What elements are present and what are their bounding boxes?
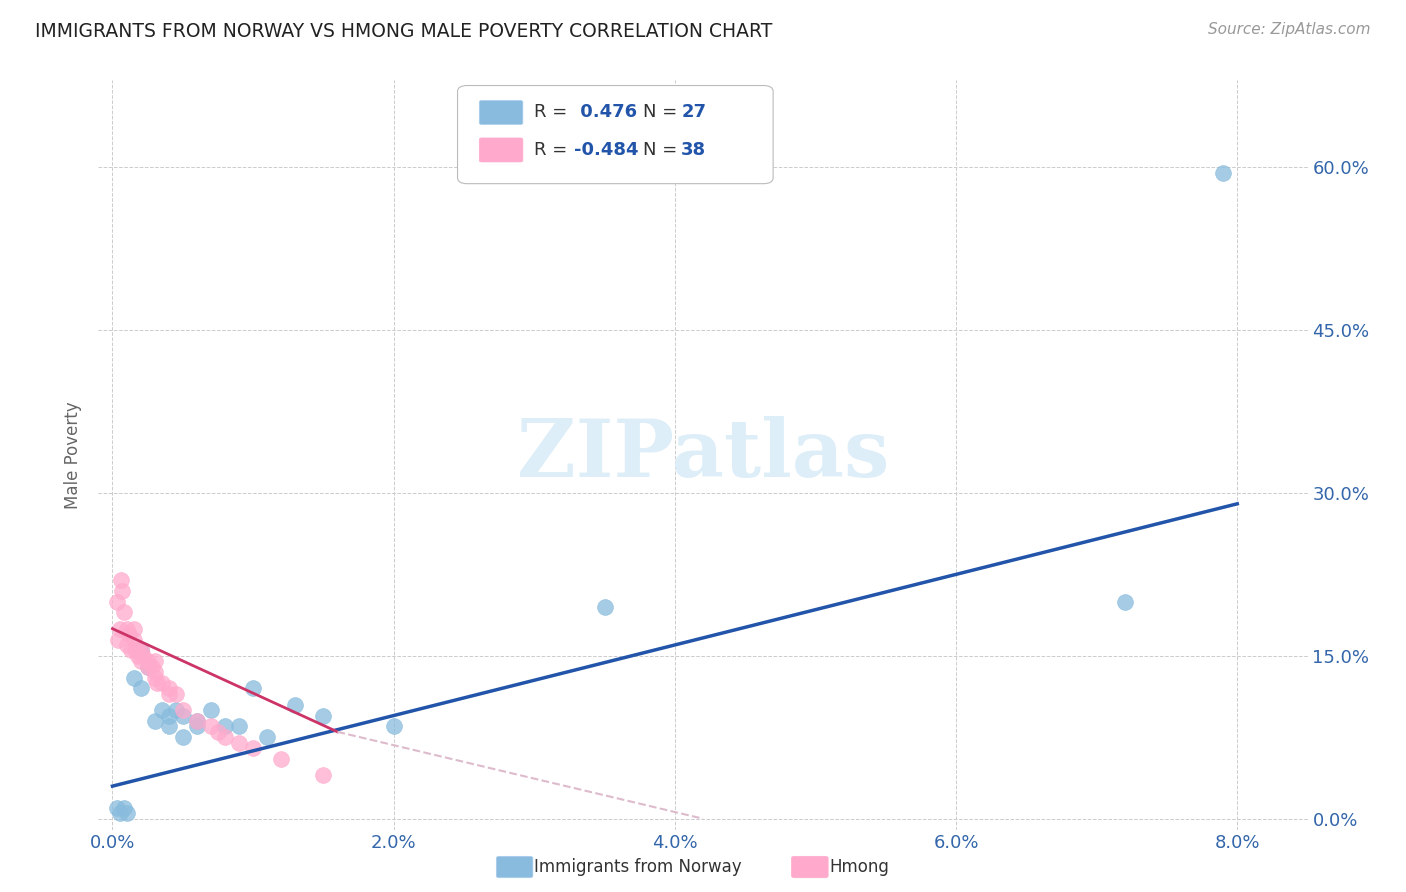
Point: [111, 583, 134, 598]
Point: [157, 708, 180, 723]
Text: Source: ZipAtlas.com: Source: ZipAtlas.com: [1208, 22, 1371, 37]
Point: [115, 806, 138, 821]
Point: [129, 643, 152, 657]
Point: [172, 731, 194, 745]
Point: [593, 599, 616, 614]
Point: [146, 676, 169, 690]
Point: [172, 703, 194, 717]
Text: R =: R =: [534, 103, 572, 121]
Point: [127, 648, 149, 663]
Point: [165, 687, 187, 701]
Text: IMMIGRANTS FROM NORWAY VS HMONG MALE POVERTY CORRELATION CHART: IMMIGRANTS FROM NORWAY VS HMONG MALE POV…: [35, 22, 772, 41]
Text: 38: 38: [682, 141, 706, 159]
Point: [228, 736, 250, 750]
Point: [382, 719, 405, 733]
Point: [108, 806, 131, 821]
Point: [207, 724, 229, 739]
Point: [200, 703, 222, 717]
Point: [242, 681, 264, 696]
Text: ZIPatlas: ZIPatlas: [517, 416, 889, 494]
Point: [1114, 594, 1136, 608]
Point: [143, 671, 166, 685]
Point: [122, 671, 145, 685]
Point: [157, 681, 180, 696]
Text: 27: 27: [682, 103, 706, 121]
Point: [143, 714, 166, 728]
Point: [214, 719, 236, 733]
Point: [150, 676, 173, 690]
Point: [186, 719, 208, 733]
Point: [200, 719, 222, 733]
Point: [312, 708, 335, 723]
Point: [110, 573, 132, 587]
Y-axis label: Male Poverty: Male Poverty: [65, 401, 83, 508]
Point: [186, 714, 208, 728]
Text: N =: N =: [643, 141, 682, 159]
Point: [108, 622, 131, 636]
Point: [136, 659, 159, 673]
Point: [122, 632, 145, 647]
Point: [141, 659, 163, 673]
Point: [112, 801, 135, 815]
Point: [165, 703, 187, 717]
Point: [157, 719, 180, 733]
Point: [122, 622, 145, 636]
Text: R =: R =: [534, 141, 572, 159]
Point: [115, 622, 138, 636]
FancyBboxPatch shape: [479, 101, 523, 125]
Point: [132, 648, 155, 663]
Point: [112, 606, 135, 620]
Point: [284, 698, 307, 712]
Point: [186, 714, 208, 728]
Point: [115, 638, 138, 652]
Point: [228, 719, 250, 733]
Point: [143, 665, 166, 679]
Point: [242, 741, 264, 756]
Text: -0.484: -0.484: [574, 141, 638, 159]
Text: Hmong: Hmong: [830, 858, 890, 876]
Text: N =: N =: [643, 103, 682, 121]
Point: [312, 768, 335, 782]
Text: Immigrants from Norway: Immigrants from Norway: [534, 858, 742, 876]
FancyBboxPatch shape: [479, 138, 523, 162]
Point: [129, 654, 152, 668]
Point: [214, 731, 236, 745]
Point: [118, 627, 141, 641]
Point: [105, 801, 128, 815]
Point: [127, 643, 149, 657]
Point: [157, 687, 180, 701]
Point: [136, 659, 159, 673]
Point: [150, 703, 173, 717]
Point: [143, 654, 166, 668]
Point: [256, 731, 278, 745]
Point: [124, 643, 146, 657]
Point: [105, 594, 128, 608]
FancyBboxPatch shape: [457, 86, 773, 184]
Point: [107, 632, 129, 647]
Point: [120, 643, 142, 657]
Point: [129, 643, 152, 657]
Point: [129, 681, 152, 696]
Point: [136, 654, 159, 668]
Point: [270, 752, 292, 766]
Text: 0.476: 0.476: [574, 103, 637, 121]
Point: [1212, 165, 1234, 179]
Point: [172, 708, 194, 723]
